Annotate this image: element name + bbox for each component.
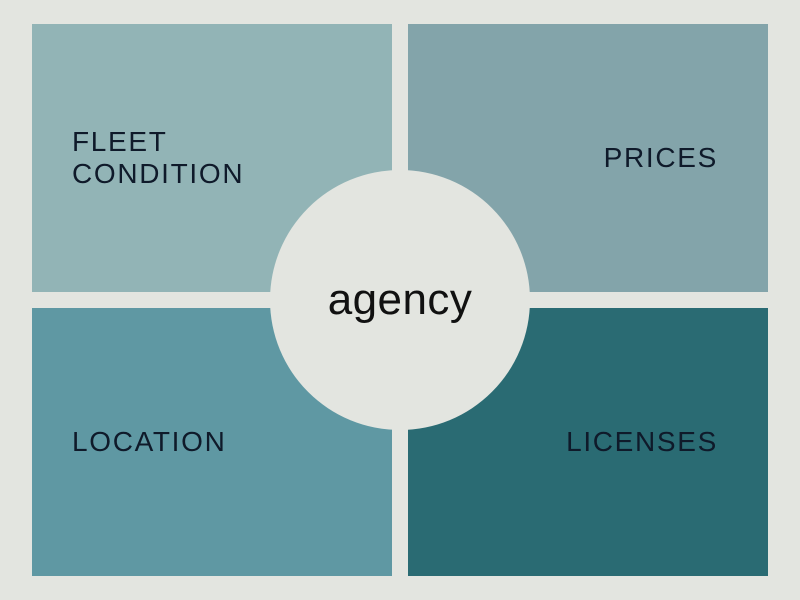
quadrant-label: PRICES [604, 142, 718, 174]
quadrant-label: LOCATION [72, 426, 227, 458]
quadrant-label: LICENSES [566, 426, 718, 458]
quadrant-label: FLEET CONDITION [72, 126, 244, 190]
center-label: agency [328, 275, 473, 325]
center-circle: agency [270, 170, 530, 430]
diagram-canvas: FLEET CONDITION PRICES LOCATION LICENSES… [0, 0, 800, 600]
